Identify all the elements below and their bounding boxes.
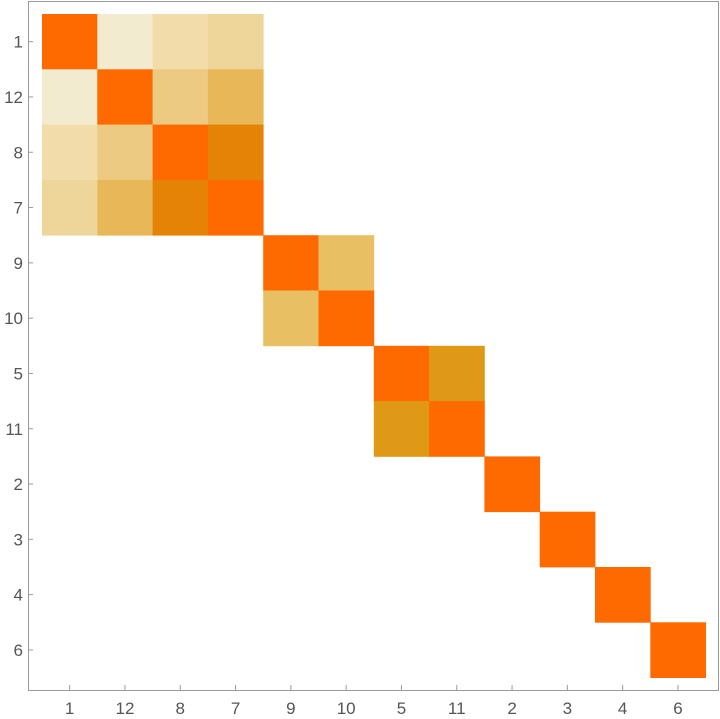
y-tick-label: 9: [14, 254, 23, 273]
heatmap-cell-4-4: [595, 567, 651, 623]
x-tick-label: 7: [231, 699, 240, 718]
heatmap-cell-9-10: [318, 235, 375, 291]
heatmap-cell-9-9: [263, 235, 319, 291]
y-tick-label: 1: [14, 33, 23, 52]
x-tick-label: 4: [618, 699, 627, 718]
x-tick-label: 12: [115, 699, 134, 718]
x-tick-label: 6: [673, 699, 682, 718]
x-tick-label: 9: [286, 699, 295, 718]
heatmap-cell-8-12: [97, 124, 153, 181]
x-tick-label: 1: [65, 699, 74, 718]
x-tick-label: 5: [397, 699, 406, 718]
heatmap-cell-12-1: [42, 69, 98, 125]
y-tick-label: 11: [5, 420, 23, 439]
heatmap-cell-6-6: [650, 622, 706, 678]
x-tick-label: 11: [448, 699, 466, 718]
y-tick-label: 8: [14, 143, 23, 162]
heatmap-cell-1-1: [42, 14, 98, 70]
heatmap-cell-5-5: [373, 345, 430, 402]
x-tick-label: 8: [176, 699, 185, 718]
heatmap-cell-7-12: [97, 179, 153, 236]
heatmap-cell-1-7: [207, 14, 264, 70]
heatmap-cell-2-2: [484, 456, 541, 513]
heatmap-cell-7-1: [42, 179, 98, 236]
y-tick-label: 3: [14, 530, 23, 549]
y-tick-label: 7: [14, 199, 23, 218]
y-tick-label: 5: [14, 364, 23, 383]
heatmap-cell-1-12: [97, 14, 153, 70]
x-tick-label: 2: [507, 699, 516, 718]
heatmap-cell-8-7: [207, 124, 264, 181]
heatmap-cell-12-7: [207, 69, 264, 125]
heatmap-cell-10-9: [263, 290, 319, 347]
heatmap-cell-8-1: [42, 124, 98, 181]
x-tick-label: 10: [337, 699, 356, 718]
heatmap-cell-12-8: [152, 69, 209, 125]
x-axis: 1 12 8 7 9 10 5 11 2 3 4 6: [65, 685, 683, 718]
heatmap-cell-11-11: [429, 401, 485, 457]
heatmap-cells: [42, 14, 706, 678]
heatmap-cell-8-8: [152, 124, 209, 181]
y-tick-label: 2: [14, 475, 23, 494]
y-tick-label: 4: [14, 586, 23, 605]
y-tick-label: 6: [14, 641, 23, 660]
heatmap-cell-1-8: [152, 14, 209, 70]
heatmap-cell-11-5: [373, 401, 430, 457]
plot-frame: [28, 1, 719, 691]
y-tick-label: 12: [4, 88, 23, 107]
x-tick-label: 3: [563, 699, 572, 718]
heatmap-cell-7-7: [207, 179, 264, 236]
heatmap-cell-10-10: [318, 290, 375, 347]
y-tick-label: 10: [4, 309, 23, 328]
heatmap-cell-7-8: [152, 179, 209, 236]
heatmap-cell-12-12: [97, 69, 153, 125]
heatmap-cell-5-11: [429, 345, 485, 402]
heatmap-cell-3-3: [539, 511, 596, 568]
